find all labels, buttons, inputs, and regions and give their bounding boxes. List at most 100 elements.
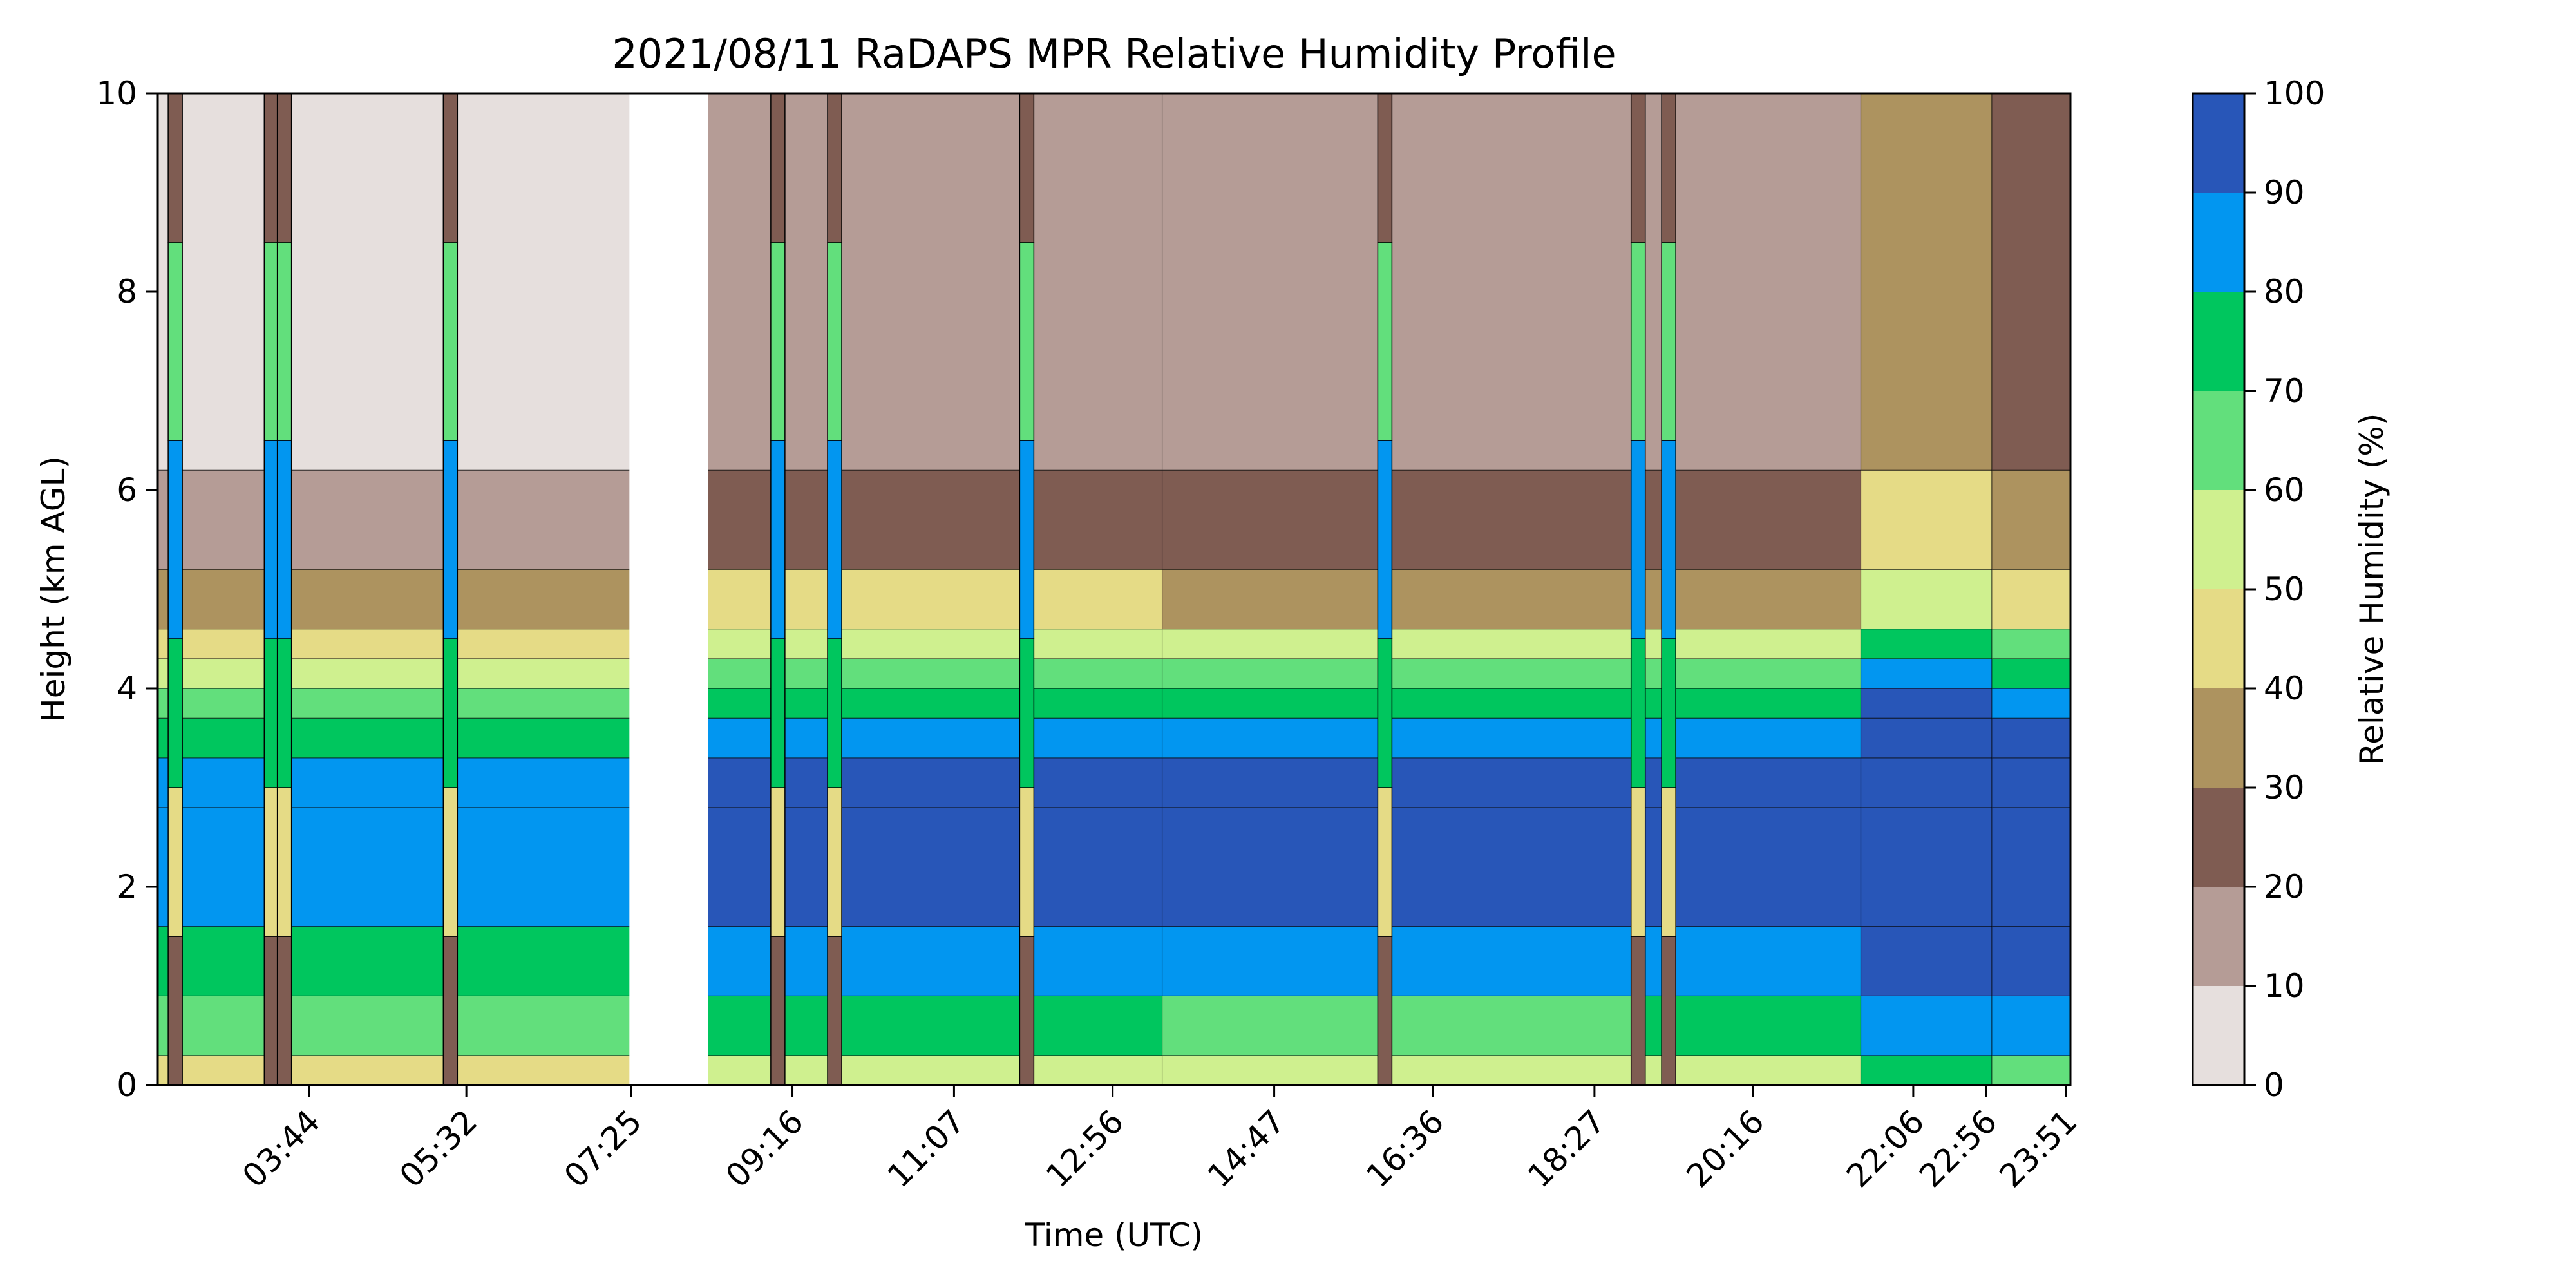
colorbar-tick-label: 10	[2264, 967, 2305, 1005]
rh-band	[1991, 807, 2071, 927]
rh-band	[1991, 569, 2071, 630]
chart-title: 2021/08/11 RaDAPS MPR Relative Humidity …	[612, 30, 1616, 77]
cloud-spike	[827, 93, 842, 243]
colorbar-tick-label: 40	[2264, 670, 2305, 707]
colorbar-swatch	[2193, 986, 2244, 1085]
rh-band	[1161, 757, 1643, 808]
cloud-spike	[827, 936, 842, 1086]
x-tick-label: 03:44	[235, 1103, 327, 1195]
rh-band	[157, 658, 708, 689]
cloud-spike	[167, 936, 183, 1086]
cloud-spike	[1019, 638, 1035, 788]
cloud-spike	[442, 242, 459, 441]
cloud-spike	[1377, 93, 1393, 243]
x-tick-label: 12:56	[1039, 1103, 1131, 1195]
cloud-spike	[1630, 93, 1646, 243]
cloud-spike	[770, 242, 786, 441]
rh-band	[1860, 717, 1993, 759]
rh-band	[1860, 688, 1993, 719]
cloud-spike	[1661, 440, 1676, 639]
x-tick-label: 11:07	[880, 1103, 972, 1195]
rh-band	[1161, 717, 1643, 759]
cloud-spike	[1019, 787, 1035, 937]
rh-band	[1860, 757, 1993, 808]
colorbar-swatches	[2193, 93, 2244, 1085]
y-axis-label: Height (km AGL)	[35, 456, 72, 723]
y-tick-label: 2	[117, 868, 137, 905]
cloud-spike	[1630, 242, 1646, 441]
cloud-spike	[770, 787, 786, 937]
colorbar-ticks: 0 10 20 30 40 50 60 70 80 90 100	[2244, 75, 2325, 1104]
cloud-spike	[770, 440, 786, 639]
x-tick-label: 14:47	[1200, 1103, 1293, 1195]
x-axis: 03:44 05:32 07:25 09:16 11:07 12:56 14:47 16:36…	[235, 1085, 2085, 1195]
rh-band	[1642, 717, 1862, 759]
x-tick-label: 22:06	[1839, 1103, 1931, 1195]
rh-band	[1860, 1055, 1993, 1086]
cloud-spike	[276, 242, 292, 441]
cloud-spike	[167, 242, 183, 441]
colorbar-swatch	[2193, 391, 2244, 490]
cloud-spike	[827, 242, 842, 441]
rh-band	[157, 469, 708, 570]
rh-band	[1991, 925, 2071, 996]
rh-band	[1642, 469, 1862, 570]
cloud-spike	[442, 638, 459, 788]
rh-band	[1991, 93, 2071, 471]
plot-area	[156, 92, 2072, 1086]
x-tick-label: 16:36	[1359, 1103, 1451, 1195]
cloud-spike	[1377, 242, 1393, 441]
rh-band	[1642, 995, 1862, 1056]
rh-band	[1860, 93, 1993, 471]
cloud-spike	[1630, 440, 1646, 639]
rh-band	[157, 569, 708, 630]
cloud-spike	[276, 638, 292, 788]
colorbar-tick-label: 50	[2264, 571, 2305, 608]
cloud-spike	[1019, 440, 1035, 639]
cloud-spike	[1661, 787, 1676, 937]
colorbar-tick-label: 70	[2264, 372, 2305, 410]
cloud-spike	[1019, 93, 1035, 243]
data-gap-region	[629, 93, 708, 1085]
rh-band	[1161, 995, 1643, 1056]
cloud-spike	[276, 936, 292, 1086]
rh-band	[1642, 93, 1862, 471]
cloud-spike	[827, 638, 842, 788]
y-tick-label: 0	[117, 1066, 137, 1104]
y-tick-label: 6	[117, 471, 137, 509]
y-tick-label: 10	[96, 75, 137, 112]
rh-band	[1161, 569, 1643, 630]
rh-band	[1161, 1055, 1643, 1086]
rh-band	[1161, 688, 1643, 719]
rh-band	[157, 995, 708, 1056]
x-tick-label: 18:27	[1520, 1103, 1613, 1195]
rh-band	[157, 757, 708, 808]
cloud-spike	[276, 93, 292, 243]
colorbar-swatch	[2193, 589, 2244, 688]
cloud-spike	[263, 242, 279, 441]
rh-band	[1161, 807, 1643, 927]
cloud-spike	[263, 93, 279, 243]
cloud-spike	[442, 787, 459, 937]
cloud-spike	[1019, 242, 1035, 441]
rh-band	[157, 93, 708, 471]
rh-band	[1860, 469, 1993, 570]
cloud-spike	[442, 440, 459, 639]
cloud-spike	[1019, 936, 1035, 1086]
cloud-spike	[827, 440, 842, 639]
rh-band	[157, 925, 708, 996]
rh-band	[1991, 628, 2071, 659]
rh-band	[1860, 569, 1993, 630]
rh-band	[1161, 658, 1643, 689]
colorbar-tick-label: 20	[2264, 868, 2305, 905]
cloud-spike	[1377, 638, 1393, 788]
cloud-spike-columns	[167, 93, 1676, 1086]
x-tick-label: 20:16	[1680, 1103, 1772, 1195]
colorbar-swatch	[2193, 788, 2244, 887]
colorbar-swatch	[2193, 887, 2244, 986]
cloud-spike	[1377, 936, 1393, 1086]
rh-band	[1642, 757, 1862, 808]
rh-band	[1991, 469, 2071, 570]
x-tick-label: 05:32	[393, 1103, 485, 1195]
cloud-spike	[276, 440, 292, 639]
